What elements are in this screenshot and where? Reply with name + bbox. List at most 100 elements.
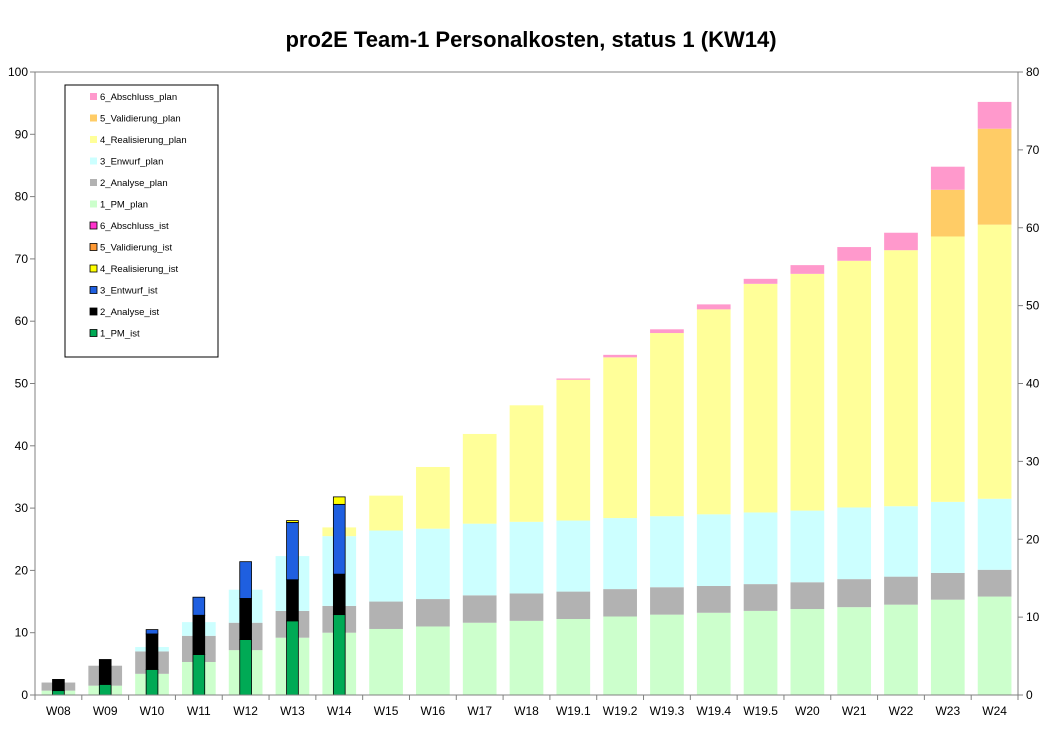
bar-6_Abschluss_plan-W24 — [977, 101, 1012, 129]
legend-swatch — [90, 200, 97, 208]
bar-3_Entwurf_ist-W14 — [332, 503, 346, 575]
legend-label: 1_PM_ist — [100, 329, 140, 340]
bar-2_Analyse_plan-W19.3 — [650, 587, 684, 615]
legend-label: 1_PM_plan — [100, 200, 148, 211]
x-tick-label: W23 — [935, 704, 960, 718]
bar-3_Enwurf_plan-W24 — [977, 498, 1012, 570]
bar-6_Abschluss_plan-W19.1 — [556, 378, 591, 380]
chart-title: pro2E Team-1 Personalkosten, status 1 (K… — [285, 27, 776, 52]
bar-1_PM_ist-W08 — [52, 690, 65, 696]
y2-tick-label: 50 — [1026, 299, 1040, 313]
y-tick-label: 40 — [15, 439, 29, 453]
bar-4_Realisierung_plan-W15 — [369, 495, 403, 531]
x-tick-label: W19.3 — [650, 704, 685, 718]
x-tick-label: W15 — [374, 704, 399, 718]
bar-1_PM_ist-W10 — [145, 669, 159, 696]
bar-4_Realisierung_plan-W19.2 — [603, 357, 637, 519]
legend-swatch — [90, 93, 97, 100]
x-tick-label: W21 — [842, 704, 867, 718]
bar-6_Abschluss_plan-W20 — [790, 265, 825, 274]
bar-2_Analyse_ist-W10 — [145, 633, 159, 670]
bar-2_Analyse_plan-W19.2 — [603, 589, 637, 617]
x-tick-label: W17 — [467, 704, 492, 718]
bar-3_Entwurf_ist-W10 — [145, 629, 159, 635]
legend-swatch — [89, 221, 98, 230]
x-tick-label: W19.1 — [556, 704, 591, 718]
legend-label: 6_Abschluss_plan — [100, 92, 177, 103]
bar-1_PM_ist-W13 — [286, 620, 299, 696]
bar-4_Realisierung_plan-W18 — [509, 405, 544, 522]
bar-4_Realisierung_plan-W19.3 — [650, 333, 684, 517]
bar-6_Abschluss_plan-W19.3 — [650, 329, 684, 334]
bar-1_PM_plan-W23 — [930, 599, 965, 695]
x-tick-label: W09 — [93, 704, 118, 718]
bar-6_Abschluss_plan-W19.4 — [696, 304, 731, 310]
y2-tick-label: 20 — [1026, 532, 1040, 546]
bar-2_Analyse_ist-W13 — [286, 579, 299, 622]
legend-label: 2_Analyse_plan — [100, 178, 168, 189]
x-tick-label: W13 — [280, 704, 305, 718]
y-tick-label: 0 — [21, 688, 28, 702]
bar-3_Entwurf_ist-W11 — [192, 596, 206, 616]
bar-6_Abschluss_plan-W23 — [930, 166, 965, 190]
bar-2_Analyse_plan-W15 — [369, 601, 403, 629]
bar-2_Analyse_ist-W11 — [192, 614, 206, 655]
x-tick-label: W11 — [187, 704, 211, 718]
y-tick-label: 20 — [15, 563, 29, 577]
bar-1_PM_plan-W17 — [462, 622, 497, 695]
x-tick-label: W24 — [982, 704, 1007, 718]
bar-6_Abschluss_plan-W22 — [884, 232, 918, 251]
bar-4_Realisierung_plan-W19.1 — [556, 379, 591, 521]
bar-2_Analyse_plan-W19.1 — [556, 591, 591, 619]
legend-swatch — [90, 136, 97, 143]
y2-tick-label: 70 — [1026, 143, 1040, 157]
legend-swatch — [90, 114, 97, 122]
legend-label: 5_Validierung_ist — [100, 243, 173, 254]
x-tick-label: W19.4 — [696, 704, 731, 718]
bar-2_Analyse_plan-W17 — [462, 595, 497, 623]
y2-tick-label: 30 — [1026, 454, 1040, 468]
y-tick-label: 30 — [15, 501, 29, 515]
y-tick-label: 90 — [15, 127, 29, 141]
bar-2_Analyse_plan-W19.4 — [696, 585, 731, 613]
legend-swatch — [89, 264, 98, 273]
y-tick-label: 100 — [8, 65, 28, 79]
bar-5_Validierung_plan-W24 — [977, 128, 1012, 225]
bar-2_Analyse_plan-W18 — [509, 593, 544, 621]
bar-4_Realisierung_ist-W13 — [286, 520, 299, 523]
x-tick-label: W19.2 — [603, 704, 638, 718]
bar-3_Enwurf_plan-W15 — [369, 530, 403, 602]
x-tick-label: W20 — [795, 704, 820, 718]
legend-swatch — [89, 307, 98, 316]
bar-1_PM_plan-W18 — [509, 620, 544, 695]
bar-1_PM_plan-W20 — [790, 609, 825, 695]
bar-3_Enwurf_plan-W20 — [790, 510, 825, 583]
bar-4_Realisierung_plan-W19.5 — [743, 283, 778, 513]
bar-1_PM_ist-W14 — [332, 614, 346, 696]
x-tick-label: W10 — [140, 704, 165, 718]
legend: 6_Abschluss_plan 5_Validierung_plan 4_Real… — [64, 84, 219, 358]
bar-1_PM_ist-W09 — [98, 684, 112, 696]
y-tick-label: 10 — [15, 626, 29, 640]
bar-6_Abschluss_plan-W21 — [837, 247, 872, 261]
bar-4_Realisierung_plan-W22 — [884, 250, 918, 507]
bar-2_Analyse_plan-W21 — [837, 579, 872, 608]
bar-3_Entwurf_ist-W12 — [239, 561, 252, 599]
x-tick-label: W08 — [46, 704, 71, 718]
y-tick-label: 80 — [15, 190, 29, 204]
y-tick-label: 50 — [15, 377, 29, 391]
bar-4_Realisierung_plan-W23 — [930, 236, 965, 502]
bar-1_PM_plan-W19.1 — [556, 618, 591, 695]
y2-tick-label: 80 — [1026, 65, 1040, 79]
y2-tick-label: 60 — [1026, 221, 1040, 235]
bar-1_PM_plan-W19.3 — [650, 614, 684, 695]
bar-1_PM_plan-W19.5 — [743, 610, 778, 695]
legend-label: 5_Validierung_plan — [100, 114, 181, 125]
bar-4_Realisierung_plan-W24 — [977, 224, 1012, 499]
bar-1_PM_plan-W19.2 — [603, 616, 637, 695]
bar-4_Realisierung_plan-W17 — [462, 433, 497, 524]
bar-4_Realisierung_plan-W20 — [790, 273, 825, 511]
bar-2_Analyse_plan-W23 — [930, 572, 965, 600]
bar-3_Enwurf_plan-W19.5 — [743, 512, 778, 585]
